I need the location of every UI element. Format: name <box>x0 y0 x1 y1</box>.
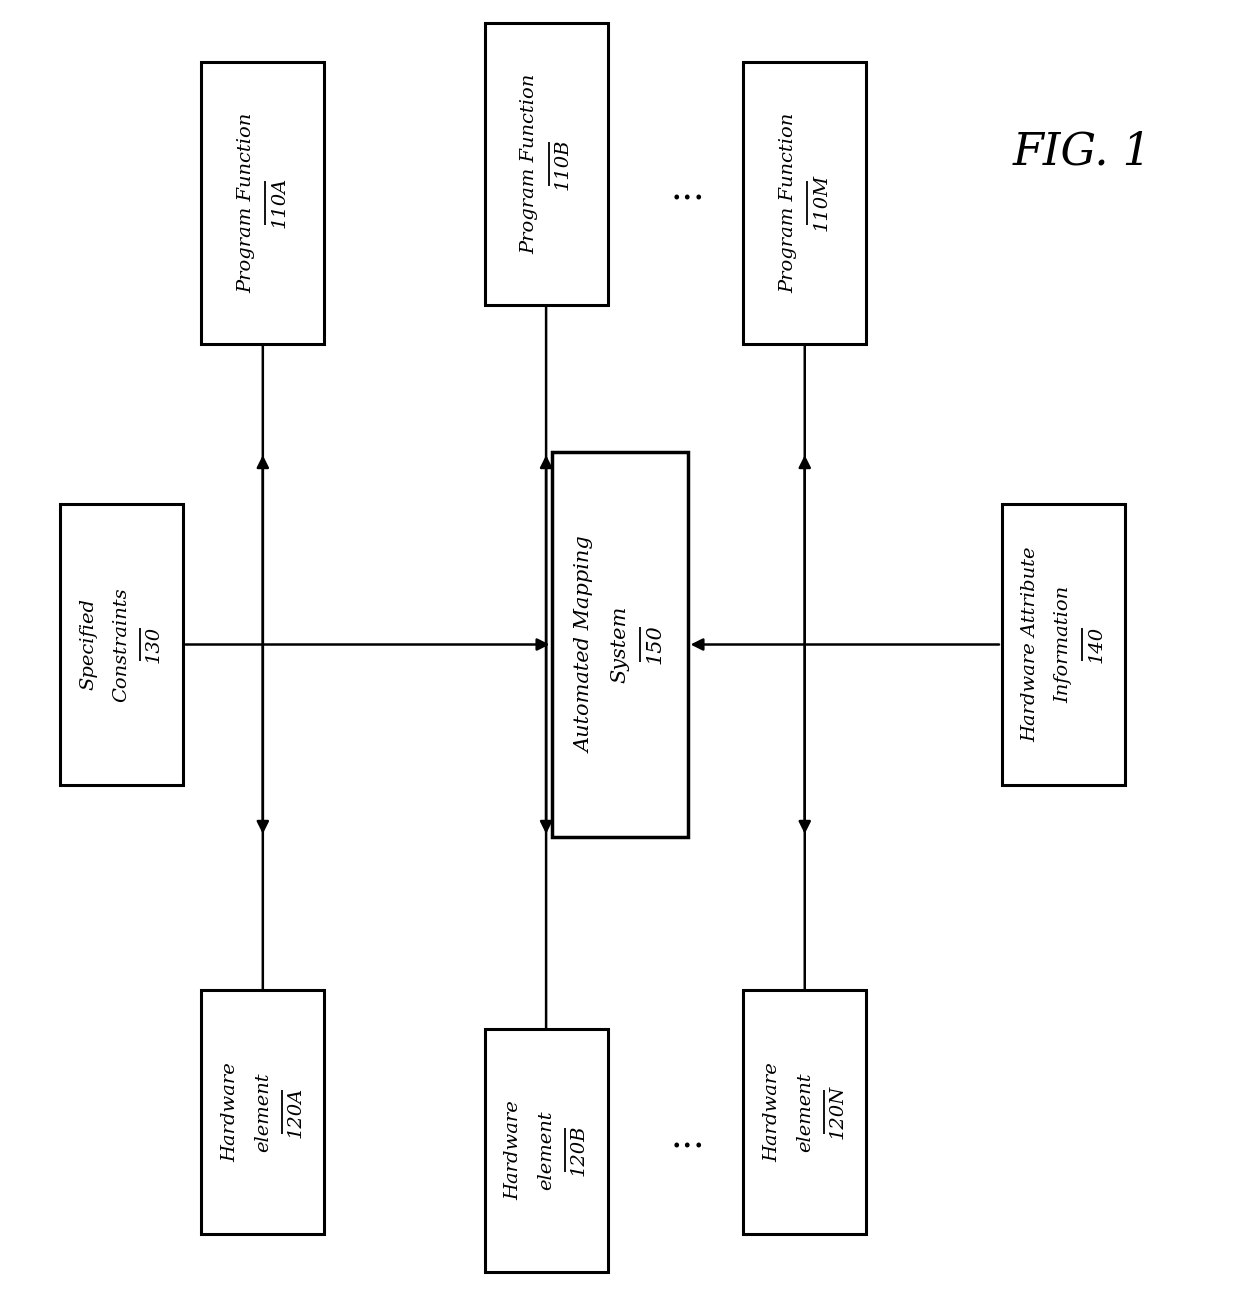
Bar <box>743 62 867 344</box>
Bar <box>201 62 325 344</box>
Text: element: element <box>537 1111 556 1190</box>
Text: 120B: 120B <box>570 1124 588 1176</box>
Text: ...: ... <box>671 173 706 206</box>
Text: Specified: Specified <box>79 598 98 691</box>
Text: ...: ... <box>671 1120 706 1155</box>
Text: Hardware: Hardware <box>221 1062 239 1161</box>
Text: 110A: 110A <box>270 177 288 228</box>
Bar <box>485 23 608 305</box>
Text: Information: Information <box>1054 586 1073 703</box>
Text: 120N: 120N <box>828 1085 847 1139</box>
Bar <box>1002 504 1125 785</box>
Bar <box>201 990 325 1234</box>
Text: Hardware Attribute: Hardware Attribute <box>1022 547 1039 742</box>
Text: 110B: 110B <box>553 138 572 189</box>
Text: System: System <box>610 606 630 683</box>
Text: Program Function: Program Function <box>521 75 538 254</box>
Text: 120A: 120A <box>286 1087 305 1138</box>
Text: Program Function: Program Function <box>237 112 255 293</box>
Text: Constraints: Constraints <box>112 588 130 701</box>
Text: element: element <box>796 1072 813 1152</box>
Text: element: element <box>254 1072 272 1152</box>
Bar <box>743 990 867 1234</box>
Text: 110M: 110M <box>812 174 830 231</box>
Text: 150: 150 <box>646 625 665 664</box>
Bar <box>60 504 182 785</box>
Text: Hardware: Hardware <box>505 1101 522 1200</box>
Text: FIG. 1: FIG. 1 <box>1012 130 1152 173</box>
Text: Automated Mapping: Automated Mapping <box>575 536 594 753</box>
Text: Program Function: Program Function <box>779 112 797 293</box>
Bar <box>485 1029 608 1272</box>
Bar <box>552 452 688 837</box>
Text: 140: 140 <box>1087 626 1105 663</box>
Text: 130: 130 <box>145 626 162 663</box>
Text: Hardware: Hardware <box>763 1062 781 1161</box>
